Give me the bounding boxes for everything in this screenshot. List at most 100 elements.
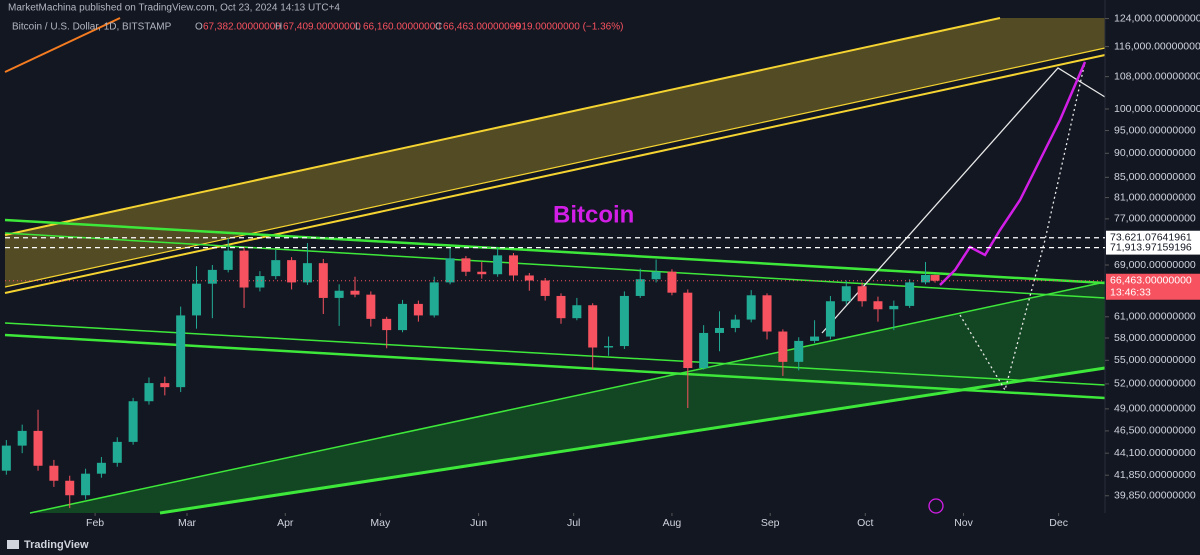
projection-path [939, 61, 1087, 286]
candle-body [144, 383, 154, 402]
plot [1, 237, 940, 509]
candle-body [635, 279, 645, 296]
projection-dotted [959, 61, 1086, 392]
ohlc-value: 67,382.00000000 [203, 22, 281, 33]
x-tick-label: Feb [86, 517, 104, 529]
green-line [29, 281, 1106, 514]
price-label: 71,913.97159196 [1110, 241, 1192, 253]
candle-body [794, 340, 804, 362]
candle-body [207, 269, 217, 284]
y-tick-label: 100,000.00000000 [1114, 103, 1200, 115]
y-tick-label: 58,000.00000000 [1114, 332, 1196, 344]
yellow-line [4, 17, 1001, 236]
footer [0, 535, 1200, 555]
x-tick-label: Jun [470, 517, 487, 529]
green-line [4, 232, 1106, 299]
candle-body [302, 263, 312, 283]
green-line [4, 218, 1106, 285]
ohlc-value: 67,409.00000000 [283, 22, 361, 33]
candle-body [825, 301, 835, 337]
yellow-line [4, 54, 1106, 294]
price-label-box [1106, 240, 1200, 255]
price-label: 73,621.07641961 [1110, 232, 1192, 244]
candle-body [588, 305, 598, 348]
candle-body [556, 295, 566, 319]
x-tick-label: Jul [567, 517, 580, 529]
candle-body [572, 305, 582, 319]
y-tick-label: 90,000.00000000 [1114, 147, 1196, 159]
x-tick-label: Mar [178, 517, 197, 529]
candle-body [81, 473, 91, 496]
last-price-label: 66,463.00000000 [1110, 275, 1192, 287]
ohlc-key: C [435, 22, 442, 33]
candle-body [33, 430, 43, 466]
x-tick-label: Sep [761, 517, 780, 529]
y-tick-label: 95,000.00000000 [1114, 124, 1196, 136]
candle-body [318, 263, 328, 298]
candle-body [65, 480, 75, 496]
last-price-box [1106, 273, 1200, 300]
candle-body [176, 315, 186, 388]
y-tick-label: 81,000.00000000 [1114, 191, 1196, 203]
publisher: MarketMachina published on TradingView.c… [8, 3, 340, 14]
candle-body [889, 305, 899, 310]
candle-body [699, 332, 709, 369]
y-tick-label: 61,000.00000000 [1114, 311, 1196, 323]
candle-body [239, 250, 249, 288]
x-tick-label: Oct [857, 517, 873, 529]
y-tick-label: 52,000.00000000 [1114, 378, 1196, 390]
candle-body [493, 255, 503, 275]
candle-body [730, 319, 740, 328]
candle-body [651, 271, 661, 280]
candle-body [413, 303, 423, 316]
candle-body [445, 258, 455, 283]
candle-body [810, 336, 820, 341]
brand: TradingView [24, 539, 89, 551]
green-line [159, 366, 1106, 515]
change: −919.00000000 (−1.36%) [510, 22, 623, 33]
candle-body [398, 303, 408, 331]
y-tick-label: 77,000.00000000 [1114, 213, 1196, 225]
candle-body [255, 276, 265, 288]
projection-line [821, 67, 1106, 334]
candle-body [192, 283, 202, 316]
y-tick-label: 69,000.00000000 [1114, 259, 1196, 271]
y-tick-label: 108,000.00000000 [1114, 70, 1200, 82]
candle-body [382, 318, 392, 331]
drawings [4, 17, 1106, 515]
x-tick-label: Aug [663, 517, 682, 529]
y-tick-label: 124,000.00000000 [1114, 12, 1200, 24]
candle-body [429, 282, 439, 316]
candle-body [112, 441, 122, 463]
candle-body [49, 465, 59, 481]
x-tick-label: Nov [954, 517, 973, 529]
ohlc-key: L [355, 22, 361, 33]
candle-body [1, 445, 11, 471]
ohlc-value: 66,160.00000000 [363, 22, 441, 33]
y-tick-label: 44,100.00000000 [1114, 447, 1196, 459]
y-tick-label: 116,000.00000000 [1114, 40, 1200, 52]
green-line [4, 333, 1106, 400]
countdown: 13:46:33 [1110, 287, 1151, 299]
x-tick-label: Dec [1049, 517, 1068, 529]
candle-body [334, 290, 344, 298]
candle-body [921, 274, 931, 283]
candle-body [461, 258, 471, 272]
candle-body [96, 462, 106, 474]
ohlc-value: 66,463.00000000 [443, 22, 521, 33]
candle-body [841, 286, 851, 302]
y-tick-label: 49,000.00000000 [1114, 403, 1196, 415]
candle-body [604, 346, 614, 348]
candle-body [778, 331, 788, 362]
candle-body [857, 286, 867, 302]
ohlc-key: O [195, 22, 203, 33]
candle-body [619, 295, 629, 347]
orange-line [4, 17, 121, 73]
candle-body [667, 271, 677, 293]
yellow-channel [5, 18, 1105, 287]
y-tick-label: 55,000.00000000 [1114, 354, 1196, 366]
candle-body [873, 301, 883, 310]
candle-body [714, 327, 724, 333]
